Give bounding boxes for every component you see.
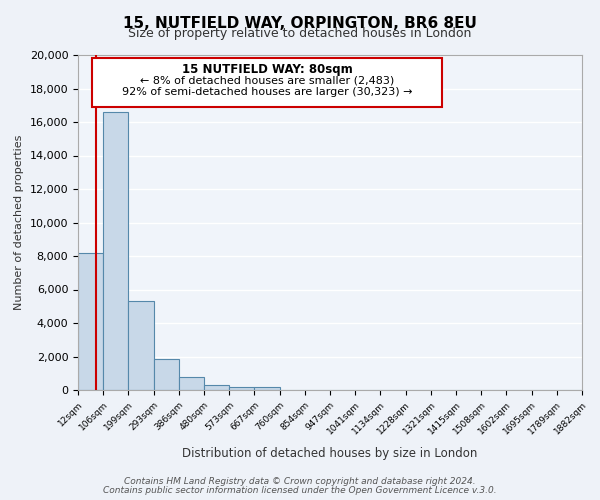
Y-axis label: Number of detached properties: Number of detached properties xyxy=(14,135,24,310)
Bar xyxy=(154,359,179,390)
Bar xyxy=(179,378,204,390)
Bar xyxy=(128,301,154,390)
X-axis label: Distribution of detached houses by size in London: Distribution of detached houses by size … xyxy=(182,447,478,460)
Bar xyxy=(103,112,128,390)
Bar xyxy=(204,385,229,390)
Bar xyxy=(254,388,280,390)
Bar xyxy=(78,252,103,390)
Text: 15, NUTFIELD WAY, ORPINGTON, BR6 8EU: 15, NUTFIELD WAY, ORPINGTON, BR6 8EU xyxy=(123,16,477,31)
Text: 15 NUTFIELD WAY: 80sqm: 15 NUTFIELD WAY: 80sqm xyxy=(182,64,352,76)
Text: Contains HM Land Registry data © Crown copyright and database right 2024.: Contains HM Land Registry data © Crown c… xyxy=(124,477,476,486)
Text: Contains public sector information licensed under the Open Government Licence v.: Contains public sector information licen… xyxy=(103,486,497,495)
Text: 92% of semi-detached houses are larger (30,323) →: 92% of semi-detached houses are larger (… xyxy=(122,87,412,97)
Text: ← 8% of detached houses are smaller (2,483): ← 8% of detached houses are smaller (2,4… xyxy=(140,75,394,85)
Text: Size of property relative to detached houses in London: Size of property relative to detached ho… xyxy=(128,26,472,40)
FancyBboxPatch shape xyxy=(92,58,442,107)
Bar xyxy=(229,386,254,390)
